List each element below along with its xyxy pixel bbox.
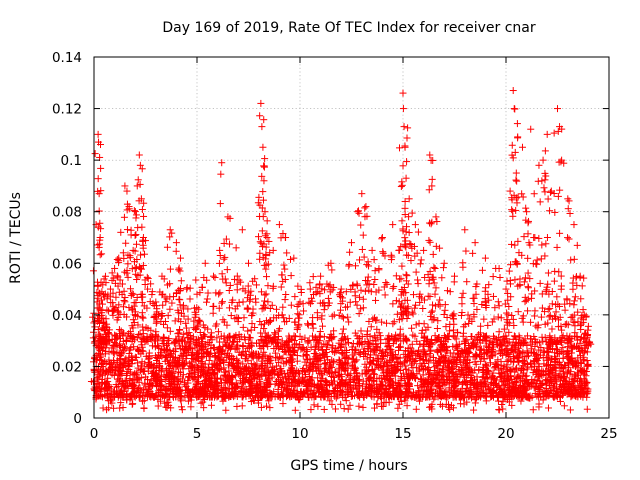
data-point: [418, 383, 426, 391]
data-point: [569, 285, 577, 293]
data-point: [527, 318, 535, 326]
data-point: [496, 273, 504, 281]
data-point: [197, 399, 205, 407]
data-point: [566, 406, 574, 414]
data-point: [99, 404, 107, 412]
data-point: [412, 405, 420, 413]
data-point: [273, 362, 281, 370]
data-point: [154, 402, 162, 410]
data-point: [355, 380, 363, 388]
data-point: [574, 308, 582, 316]
data-point: [484, 321, 492, 329]
data-point: [155, 342, 163, 350]
data-point: [541, 308, 549, 316]
data-point: [529, 369, 537, 377]
data-point: [304, 321, 312, 329]
data-point: [306, 279, 314, 287]
data-point: [204, 289, 212, 297]
data-point: [457, 312, 465, 320]
data-point: [359, 403, 367, 411]
data-point: [550, 277, 558, 285]
data-point: [535, 346, 543, 354]
data-point: [523, 347, 531, 355]
data-point: [338, 389, 346, 397]
data-point: [442, 323, 450, 331]
data-point: [163, 324, 171, 332]
data-point: [104, 381, 112, 389]
data-point: [497, 314, 505, 322]
data-point: [251, 362, 259, 370]
data-point: [536, 279, 544, 287]
data-point: [380, 359, 388, 367]
data-point: [177, 277, 185, 285]
data-point: [394, 404, 402, 412]
data-point: [433, 383, 441, 391]
data-point: [138, 341, 146, 349]
data-point: [205, 356, 213, 364]
data-point: [108, 370, 116, 378]
data-point: [346, 401, 354, 409]
chart-title: Day 169 of 2019, Rate Of TEC Index for r…: [162, 20, 536, 36]
data-point: [307, 343, 315, 351]
data-point: [293, 357, 301, 365]
data-point: [140, 397, 148, 405]
data-point: [337, 400, 345, 408]
data-point: [422, 326, 430, 334]
data-points: [87, 87, 595, 414]
data-point: [424, 357, 432, 365]
data-point: [312, 283, 320, 291]
data-point: [252, 281, 260, 289]
data-point: [326, 281, 334, 289]
data-point: [443, 313, 451, 321]
data-point: [427, 312, 435, 320]
data-point: [207, 401, 215, 409]
data-point: [329, 380, 337, 388]
data-point: [414, 280, 422, 288]
data-point: [298, 366, 306, 374]
data-point: [378, 318, 386, 326]
data-point: [553, 338, 561, 346]
data-point: [307, 406, 315, 414]
data-point: [299, 352, 307, 360]
data-point: [389, 300, 397, 308]
data-point: [291, 406, 299, 414]
data-point: [495, 406, 503, 414]
data-point: [298, 336, 306, 344]
data-point: [373, 325, 381, 333]
data-point: [510, 321, 518, 329]
data-point: [105, 348, 113, 356]
data-point: [344, 405, 352, 413]
data-point: [320, 405, 328, 413]
data-point: [371, 370, 379, 378]
data-point: [427, 346, 435, 354]
data-point: [486, 359, 494, 367]
data-point: [381, 291, 389, 299]
data-point: [218, 379, 226, 387]
data-point: [128, 400, 136, 408]
data-point: [552, 345, 560, 353]
data-point: [396, 303, 404, 311]
data-point: [297, 285, 305, 293]
data-point: [503, 277, 511, 285]
data-point: [294, 282, 302, 290]
data-point: [583, 405, 591, 413]
data-point: [458, 294, 466, 302]
data-point: [548, 300, 556, 308]
data-point: [340, 405, 348, 413]
data-point: [383, 319, 391, 327]
data-point: [200, 404, 208, 412]
data-point: [144, 275, 152, 283]
